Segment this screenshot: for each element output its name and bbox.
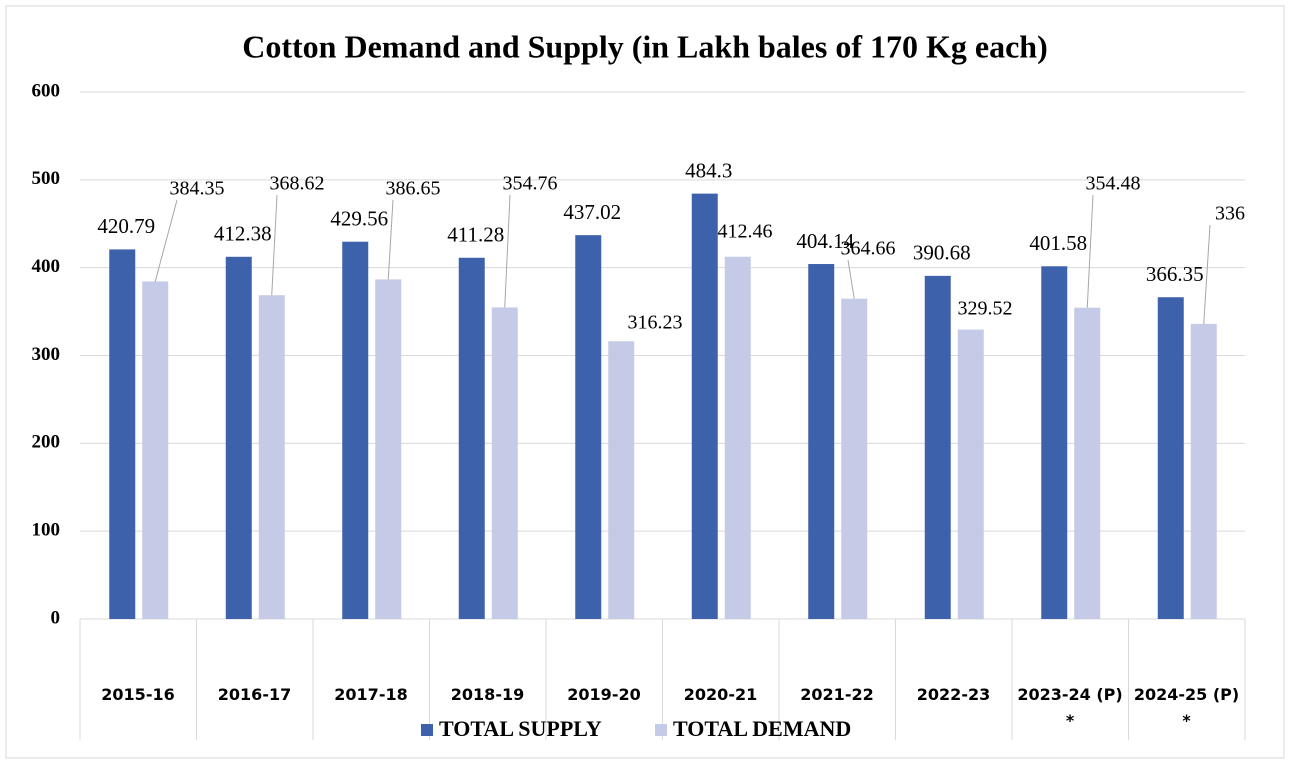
bar [841, 298, 868, 619]
legend-label: TOTAL SUPPLY [439, 716, 602, 741]
leader-line [387, 199, 394, 280]
bar [724, 256, 751, 619]
bar [957, 329, 984, 619]
legend-swatch [421, 724, 433, 736]
bar [342, 241, 369, 620]
x-tick-label: 2019-20 [567, 685, 641, 704]
x-tick-label: 2017-18 [334, 685, 408, 704]
x-tick-label: 2020-21 [683, 685, 758, 704]
bar [1157, 297, 1184, 619]
data-label: 386.65 [386, 178, 441, 200]
y-tick-label: 100 [32, 520, 61, 541]
bar [142, 281, 169, 619]
data-label: 368.62 [270, 173, 325, 195]
bar [575, 235, 602, 620]
legend-label: TOTAL DEMAND [673, 716, 851, 741]
bar [109, 249, 136, 619]
data-label: 484.3 [685, 158, 732, 182]
x-tick-label: 2022-23 [916, 685, 991, 704]
data-label: 329.52 [958, 298, 1013, 320]
data-label: 412.38 [214, 222, 272, 246]
y-tick-label: 600 [32, 80, 61, 101]
y-tick-label: 300 [32, 344, 61, 365]
data-label: 404.14 [796, 229, 854, 253]
x-tick-label: 2018-19 [450, 685, 525, 704]
data-label: 354.48 [1086, 173, 1141, 195]
bar [458, 257, 485, 619]
chart-title: Cotton Demand and Supply (in Lakh bales … [242, 28, 1047, 64]
x-tick-label: 2023-24 (P) * [1017, 685, 1123, 730]
data-label: 390.68 [913, 241, 971, 265]
data-label: 437.02 [563, 200, 621, 224]
data-label: 336 [1215, 203, 1245, 225]
bar [225, 256, 252, 619]
data-label: 429.56 [330, 207, 388, 231]
leader-line [1086, 194, 1094, 308]
y-tick-label: 500 [32, 168, 61, 189]
x-tick-label: 2021-22 [800, 685, 874, 704]
data-label: 354.76 [503, 173, 558, 195]
bar [258, 295, 285, 619]
y-tick-label: 200 [32, 432, 61, 453]
bar [1074, 307, 1101, 619]
y-tick-label: 0 [51, 607, 61, 628]
data-label: 316.23 [628, 312, 683, 334]
data-label: 366.35 [1146, 262, 1204, 286]
data-label: 401.58 [1029, 231, 1087, 255]
x-tick-label: 2024-25 (P) * [1133, 685, 1240, 730]
data-label: 364.66 [841, 238, 896, 260]
bar [808, 264, 835, 619]
x-tick-label: 2015-16 [101, 685, 175, 704]
bar [1190, 323, 1217, 619]
bar [491, 307, 518, 619]
x-tick-label: 2016-17 [217, 685, 292, 704]
bar [375, 279, 402, 619]
chart-frame [5, 5, 1285, 759]
bar [608, 341, 635, 619]
bar [924, 275, 951, 619]
data-label: 412.46 [718, 221, 773, 243]
bar [1041, 266, 1068, 619]
data-label: 384.35 [170, 178, 225, 200]
legend-swatch [655, 724, 667, 736]
leader-line [504, 194, 511, 308]
leader-line [847, 259, 855, 299]
leader-line [1203, 224, 1211, 324]
leader-line [154, 199, 178, 282]
data-label: 420.79 [97, 214, 155, 238]
bar [691, 193, 718, 619]
leader-line [271, 194, 278, 296]
data-label: 411.28 [447, 223, 504, 247]
y-tick-label: 400 [32, 256, 61, 277]
